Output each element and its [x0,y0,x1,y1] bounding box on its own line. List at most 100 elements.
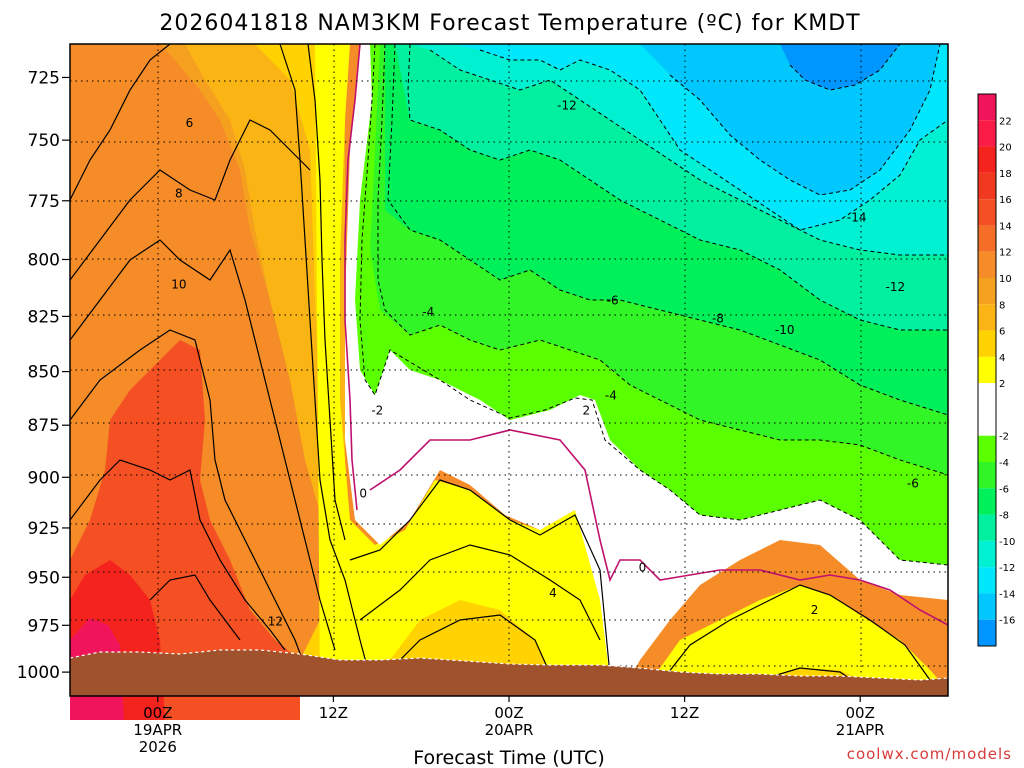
y-tick-label: 825 [28,307,60,327]
contour-label: -12 [557,98,577,112]
colorbar-tick-label: 2 [999,379,1005,390]
contour-label: 12 [268,615,283,629]
colorbar-tick-label: 18 [999,169,1012,180]
contour-line [377,43,949,476]
contour-labels: 6 8 10 12 -2 0 -4 -12 -6 -4 2 4 0 -8 -10 -14 -12 -6 2 [171,98,919,629]
contour-label: 2 [811,603,819,617]
colorbar-tick-label: 14 [999,221,1012,232]
colorbar-tick-label: 20 [999,143,1012,154]
contour-label: -12 [886,280,906,294]
ground-surface-line [69,649,949,681]
contour-label: 2 [582,403,590,417]
credit-text: coolwx.com/models [847,745,1012,763]
x-tick-label: 00Z [143,704,172,722]
colorbar-tick-label: 8 [999,300,1005,311]
band-yellow-lower-right [640,585,948,696]
contour-line [429,49,948,256]
colorbar-tick-label: -16 [999,616,1015,627]
chart-title: 2026041818 NAM3KM Forecast Temperature (… [159,11,860,36]
contour-line [479,49,949,231]
y-tick-label: 875 [28,416,60,436]
x-tick-label: 12Z [319,704,348,722]
colorbar-frame [977,93,997,647]
x-tick-label: 00Z [846,704,875,722]
contour-label: 0 [359,487,367,501]
y-tick-label: 950 [28,568,60,588]
contour-label: -8 [712,312,724,326]
contour-label: 4 [549,586,557,600]
colorbar-bin [978,94,996,121]
x-tick-label: 00Z [494,704,523,722]
solid-contours [69,43,931,697]
contour-label: -14 [847,210,867,224]
band-minus-14 [640,44,940,195]
contour-line [349,479,613,697]
colorbar-bin [978,199,996,226]
colorbar-legend: 22 20 18 16 14 12 10 8 6 4 2 -2 -4 -6 -8 -10 -12 -14 -16 [977,93,1015,647]
zero-contours [344,43,949,626]
contour-line [669,43,941,196]
contour-label: -10 [775,323,795,337]
colorbar-tick-label: -6 [999,484,1009,495]
y-tick-label: 925 [28,519,60,539]
y-tick-label: 750 [28,131,60,151]
contour-line [789,43,901,91]
colorbar-tick-label: -14 [999,589,1015,600]
colorbar-bin [978,356,996,384]
contour-line [379,614,561,697]
colorbar-bin [978,225,996,252]
contour-label: 0 [639,561,647,575]
band-yellow [315,44,615,696]
colorbar-bin [978,514,996,541]
y-tick-label: 975 [28,616,60,636]
band-light-orange-upper [185,44,345,560]
contour-line [69,239,336,651]
colorbar-bin [978,146,996,173]
colorbar-bin [978,462,996,489]
colorbar-tick-label: 4 [999,353,1005,364]
contour-line [69,329,311,681]
x-tick-label: 20APR [485,721,534,739]
colorbar-bin [978,172,996,200]
contour-label: -6 [607,294,619,308]
colorbar-bin [978,593,996,620]
x-tick-label: 19APR [133,721,182,739]
colorbar-tick-label: 22 [999,116,1012,127]
colorbar-bin [978,567,996,594]
colorbar-tick-label: -10 [999,537,1015,548]
colorbar-tick-label: -4 [999,458,1009,469]
contour-line [307,43,346,541]
y-tick-label: 775 [28,192,60,212]
contour-line [69,459,286,651]
colorbar-bin [978,251,996,278]
contour-line [149,574,241,641]
colorbar-bin [978,278,996,305]
y-tick-label: 850 [28,363,60,383]
y-tick-label: 800 [28,250,60,270]
colorbar-bin [978,120,996,147]
contour-line [359,544,601,641]
x-tick-label: 2026 [139,738,177,756]
contour-label: 6 [186,116,194,130]
x-axis-title: Forecast Time (UTC) [413,747,604,768]
colorbar-tick-label: 10 [999,274,1012,285]
contour-line [279,43,376,697]
contour-label: 8 [175,187,183,201]
x-tick-label: 12Z [670,704,699,722]
colorbar-bin [978,619,996,646]
colorbar-tick-label: 12 [999,248,1012,259]
colorbar-tick-label: -2 [999,432,1009,443]
colorbar-bin [978,304,996,331]
colorbar-bin [978,383,996,436]
plot-area: 6 8 10 12 -2 0 -4 -12 -6 -4 2 4 0 -8 -10 -14 -12 -6 2 [69,43,949,720]
ground-terrain [70,650,948,696]
colorbar-tick-label: -12 [999,563,1015,574]
colorbar-bin [978,435,996,462]
contour-line [359,43,949,566]
y-tick-label: 1000 [17,663,60,683]
colorbar-bin [978,540,996,568]
contour-line [69,119,311,281]
contour-line [369,429,949,626]
dashed-contours [359,43,949,566]
